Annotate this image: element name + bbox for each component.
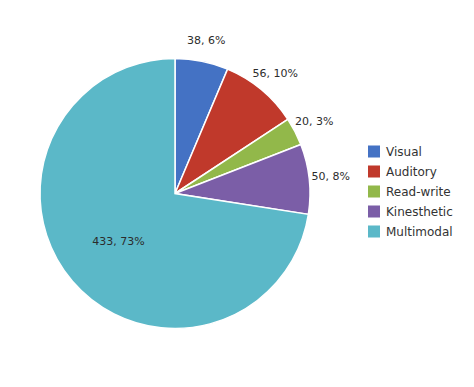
legend-item: Kinesthetic — [368, 205, 453, 219]
legend-label: Multimodal — [386, 225, 453, 239]
data-labels: 38, 6% 56, 10% 20, 3% 50, 8% 433, 73% — [92, 34, 350, 249]
legend-swatch — [368, 166, 380, 178]
data-label: 20, 3% — [295, 115, 333, 128]
legend: Visual Auditory Read-write Kinesthetic Multi… — [368, 145, 453, 239]
data-label: 56, 10% — [253, 67, 298, 80]
legend-swatch — [368, 226, 380, 238]
legend-label: Visual — [386, 145, 422, 159]
legend-swatch — [368, 186, 380, 198]
legend-label: Auditory — [386, 165, 437, 179]
pie-slice — [40, 59, 308, 329]
chart: 38, 6% 56, 10% 20, 3% 50, 8% 433, 73% Visual A… — [0, 0, 474, 387]
data-label: 50, 8% — [311, 170, 349, 183]
data-label: 38, 6% — [187, 34, 225, 47]
legend-label: Read-write — [386, 185, 451, 199]
legend-item: Visual — [368, 145, 422, 159]
data-label: 433, 73% — [92, 235, 144, 248]
legend-item: Read-write — [368, 185, 451, 199]
legend-item: Auditory — [368, 165, 437, 179]
legend-swatch — [368, 206, 380, 218]
pie — [40, 59, 310, 329]
legend-label: Kinesthetic — [386, 205, 453, 219]
legend-item: Multimodal — [368, 225, 453, 239]
legend-swatch — [368, 146, 380, 158]
